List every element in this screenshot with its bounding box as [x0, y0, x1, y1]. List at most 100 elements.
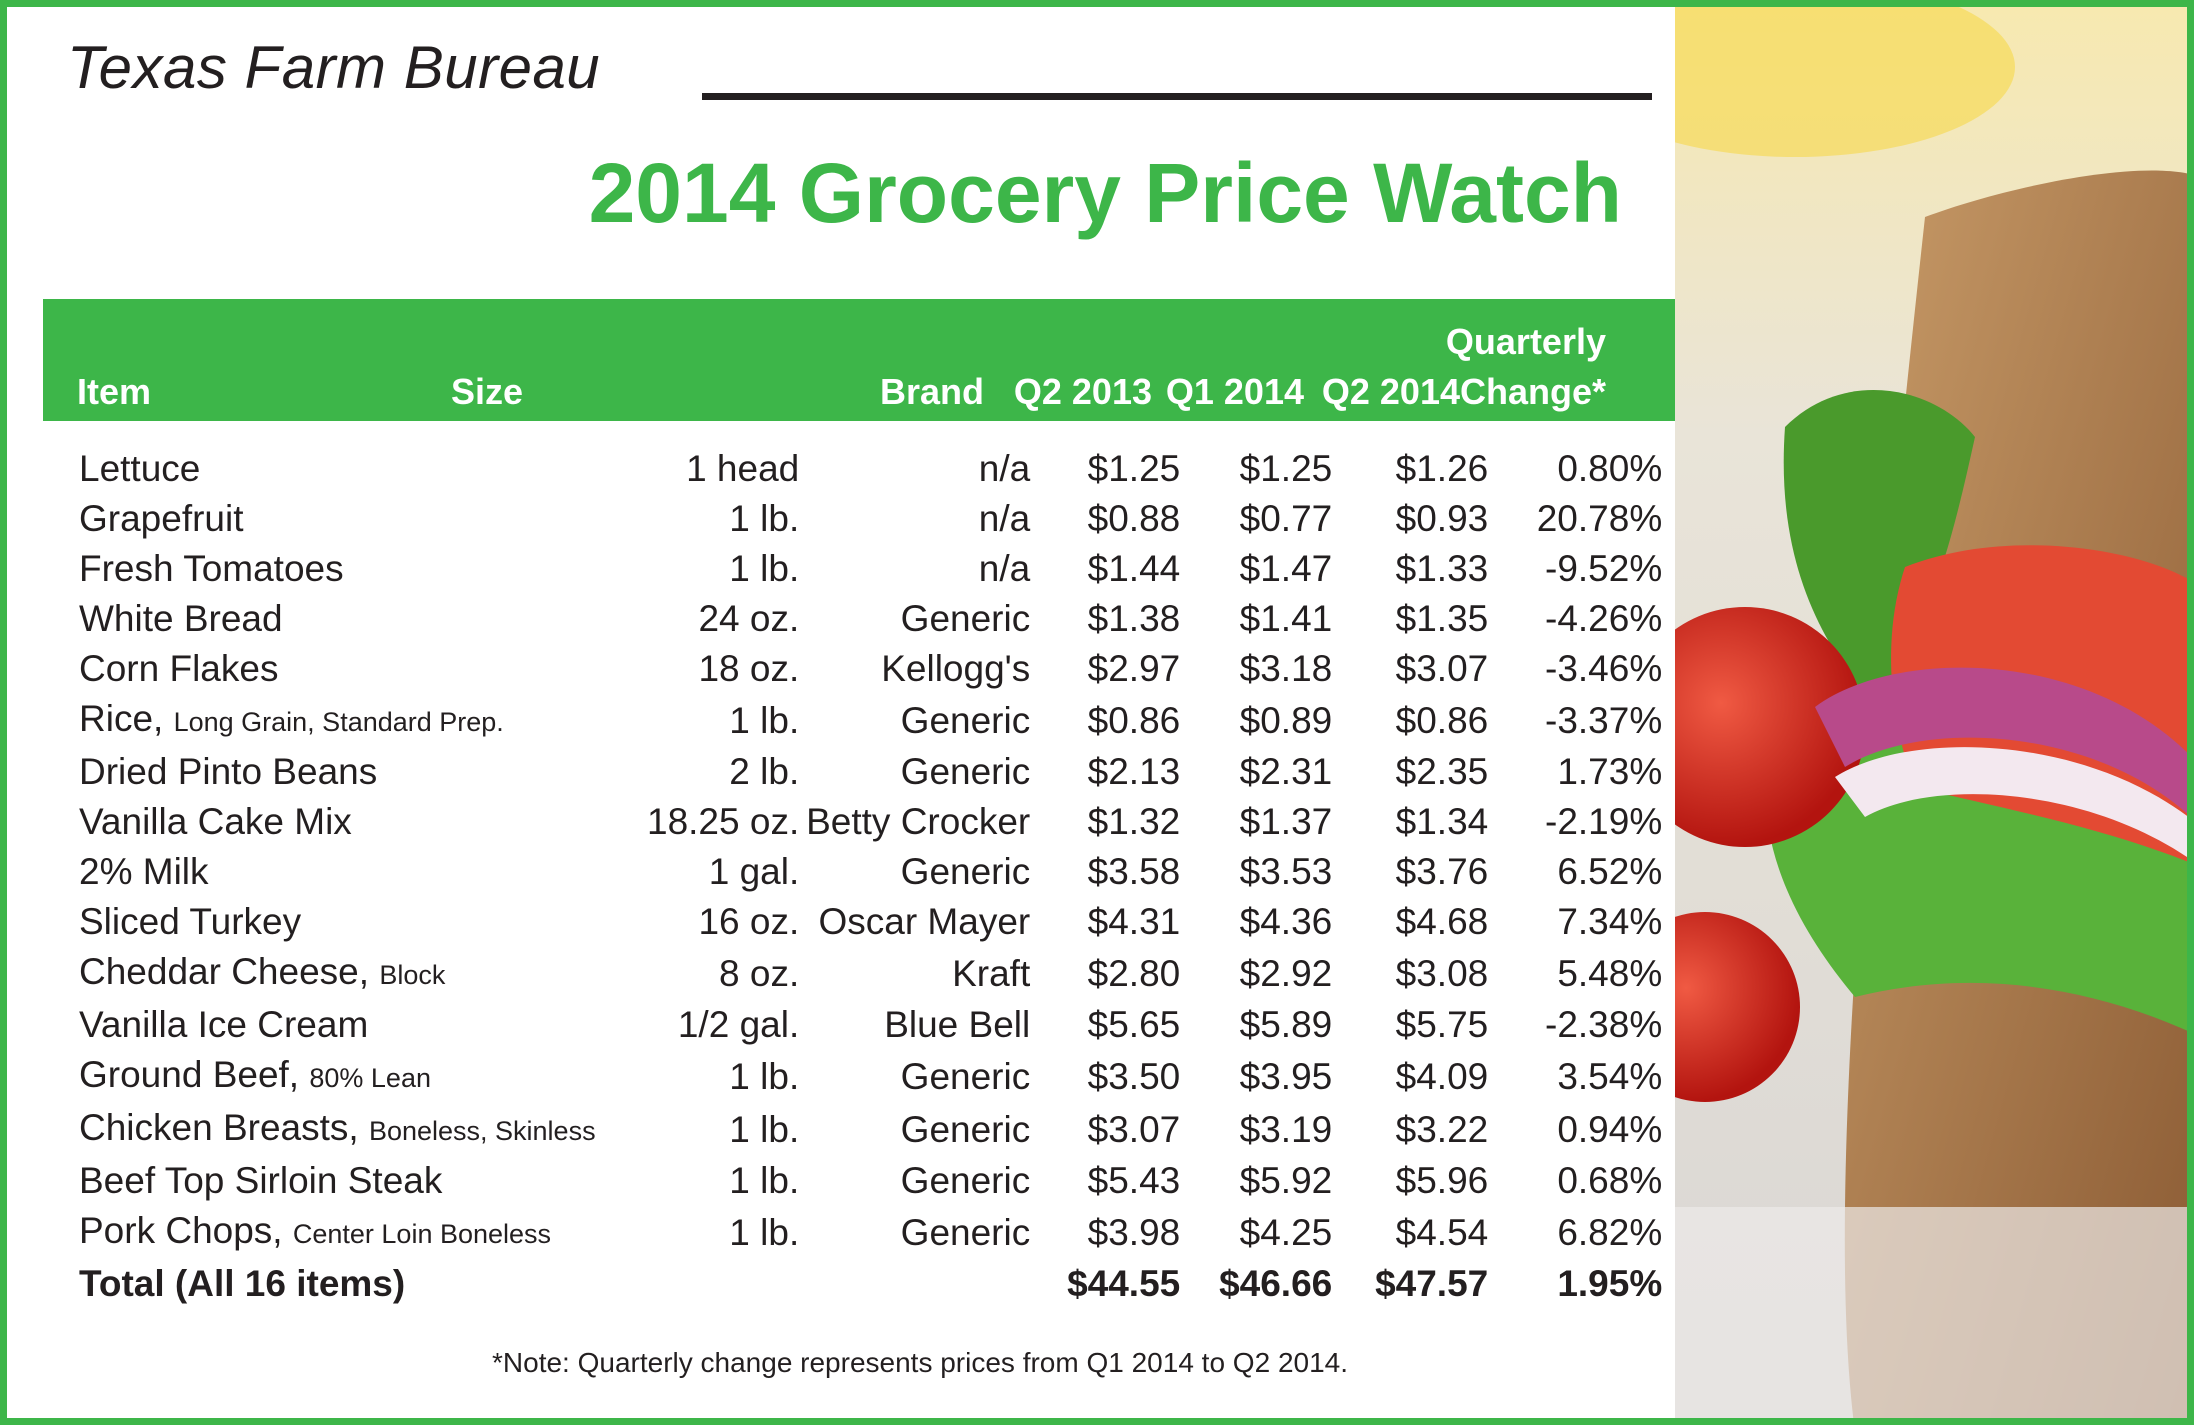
change-cell: -2.38% — [1545, 1004, 1663, 1045]
brand-cell: Kraft — [952, 952, 1031, 994]
size-cell: 1 gal. — [708, 851, 800, 892]
item-cell: Cheddar Cheese, Block — [43, 947, 647, 1000]
size-cell: 1 head — [686, 448, 800, 489]
price-q2-2013: $5.43 — [1087, 1160, 1181, 1201]
page-title: 2014 Grocery Price Watch — [588, 146, 1622, 240]
size-cell: 1/2 gal. — [677, 1004, 800, 1045]
item-name: Fresh Tomatoes — [79, 548, 344, 589]
price-q1-2014: $5.92 — [1239, 1160, 1333, 1201]
brand-cell: n/a — [978, 498, 1031, 539]
total-size-empty — [647, 1259, 799, 1309]
table-row: Pork Chops, Center Loin Boneless 1 lb. Gen… — [43, 1206, 1662, 1259]
size-cell: 16 oz. — [698, 901, 800, 942]
size-cell: 1 lb. — [729, 1160, 800, 1201]
item-cell: Fresh Tomatoes — [43, 544, 647, 594]
item-name: Dried Pinto Beans — [79, 751, 378, 792]
price-q2-2013: $0.88 — [1087, 498, 1181, 539]
price-q1-2014: $1.25 — [1239, 448, 1333, 489]
total-label: Total (All 16 items) — [79, 1263, 406, 1304]
price-q2-2013: $5.65 — [1087, 1004, 1181, 1045]
change-cell: 0.68% — [1557, 1160, 1663, 1201]
brand-cell: Oscar Mayer — [818, 901, 1031, 942]
price-q2-2014: $4.54 — [1395, 1211, 1489, 1253]
item-cell: Pork Chops, Center Loin Boneless — [43, 1206, 647, 1259]
item-name: Lettuce — [79, 448, 201, 489]
item-cell: White Bread — [43, 594, 647, 644]
change-cell: -3.46% — [1545, 648, 1663, 689]
table-row: Grapefruit 1 lb. n/a $0.88 $0.77 $0.93 20.78% — [43, 494, 1662, 544]
item-name: Sliced Turkey — [79, 901, 302, 942]
item-cell: 2% Milk — [43, 847, 647, 897]
footnote: *Note: Quarterly change represents price… — [492, 1347, 1349, 1378]
brand-cell: Generic — [900, 598, 1031, 639]
item-name: Vanilla Cake Mix — [79, 801, 352, 842]
price-q2-2013: $1.25 — [1087, 448, 1181, 489]
item-name: Corn Flakes — [79, 648, 279, 689]
table-row: Rice, Long Grain, Standard Prep. 1 lb. Gen… — [43, 694, 1662, 747]
table-row: Chicken Breasts, Boneless, Skinless 1 lb.… — [43, 1103, 1662, 1156]
change-cell: 6.82% — [1557, 1211, 1663, 1253]
size-cell: 1 lb. — [729, 498, 800, 539]
price-q2-2014: $0.86 — [1395, 699, 1489, 741]
price-q1-2014: $4.36 — [1239, 901, 1333, 942]
size-cell: 8 oz. — [719, 952, 800, 994]
change-cell: 20.78% — [1536, 498, 1663, 539]
org-name: Texas Farm Bureau — [67, 34, 601, 101]
item-name: White Bread — [79, 598, 283, 639]
table-row: Corn Flakes 18 oz. Kellogg's $2.97 $3.18 $3.0… — [43, 644, 1662, 694]
price-q2-2014: $3.07 — [1395, 648, 1489, 689]
size-cell: 18 oz. — [698, 648, 800, 689]
change-cell: 5.48% — [1557, 952, 1663, 994]
brand-cell: Kellogg's — [881, 648, 1031, 689]
price-q1-2014: $5.89 — [1239, 1004, 1333, 1045]
change-cell: 0.94% — [1557, 1108, 1663, 1150]
item-qualifier: Long Grain, Standard Prep. — [173, 707, 504, 737]
col-header-change-line2: Change* — [1459, 371, 1606, 412]
total-change: 1.95% — [1557, 1263, 1663, 1304]
price-q1-2014: $1.41 — [1239, 598, 1333, 639]
change-cell: 0.80% — [1557, 448, 1663, 489]
price-q1-2014: $2.31 — [1239, 751, 1333, 792]
item-cell: Vanilla Ice Cream — [43, 1000, 647, 1050]
price-q1-2014: $3.19 — [1239, 1108, 1333, 1150]
price-q1-2014: $2.92 — [1239, 952, 1333, 994]
price-q1-2014: $0.77 — [1239, 498, 1333, 539]
sandwich-photo — [1675, 7, 2187, 1418]
total-row: Total (All 16 items) $44.55 $46.66 $47.57 1.… — [43, 1259, 1662, 1309]
price-q2-2013: $2.97 — [1087, 648, 1181, 689]
price-table-body: Lettuce 1 head n/a $1.25 $1.25 $1.26 0.80% Grap… — [43, 444, 1662, 1309]
table-row: Beef Top Sirloin Steak 1 lb. Generic $5.43 $… — [43, 1156, 1662, 1206]
brand-cell: Generic — [900, 851, 1031, 892]
brand-cell: n/a — [978, 448, 1031, 489]
size-cell: 1 lb. — [729, 1055, 800, 1097]
table-row: Vanilla Ice Cream 1/2 gal. Blue Bell $5.65 $… — [43, 1000, 1662, 1050]
brand-cell: Generic — [900, 751, 1031, 792]
table-row: Dried Pinto Beans 2 lb. Generic $2.13 $2.31 $… — [43, 747, 1662, 797]
price-q2-2014: $3.08 — [1395, 952, 1489, 994]
item-cell: Chicken Breasts, Boneless, Skinless — [43, 1103, 647, 1156]
brand-cell: Generic — [900, 1211, 1031, 1253]
price-q2-2014: $4.09 — [1395, 1055, 1489, 1097]
price-q2-2013: $1.38 — [1087, 598, 1181, 639]
item-cell: Dried Pinto Beans — [43, 747, 647, 797]
header-rule — [702, 93, 1652, 100]
brand-cell: Generic — [900, 1108, 1031, 1150]
change-cell: 6.52% — [1557, 851, 1663, 892]
size-cell: 24 oz. — [698, 598, 800, 639]
size-cell: 1 lb. — [729, 1211, 800, 1253]
size-cell: 18.25 oz. — [647, 801, 800, 842]
price-q2-2013: $1.44 — [1087, 548, 1181, 589]
price-q2-2013: $2.13 — [1087, 751, 1181, 792]
price-q2-2013: $3.50 — [1087, 1055, 1181, 1097]
price-q2-2014: $1.26 — [1395, 448, 1489, 489]
price-q2-2013: $3.07 — [1087, 1108, 1181, 1150]
item-cell: Lettuce — [43, 444, 647, 494]
size-cell: 2 lb. — [729, 751, 800, 792]
price-q1-2014: $0.89 — [1239, 699, 1333, 741]
price-q2-2013: $1.32 — [1087, 801, 1181, 842]
col-header-q1-2014: Q1 2014 — [1165, 371, 1304, 412]
item-name: Rice, — [79, 698, 164, 739]
item-name: 2% Milk — [79, 851, 209, 892]
total-q2-2013: $44.55 — [1067, 1263, 1181, 1304]
